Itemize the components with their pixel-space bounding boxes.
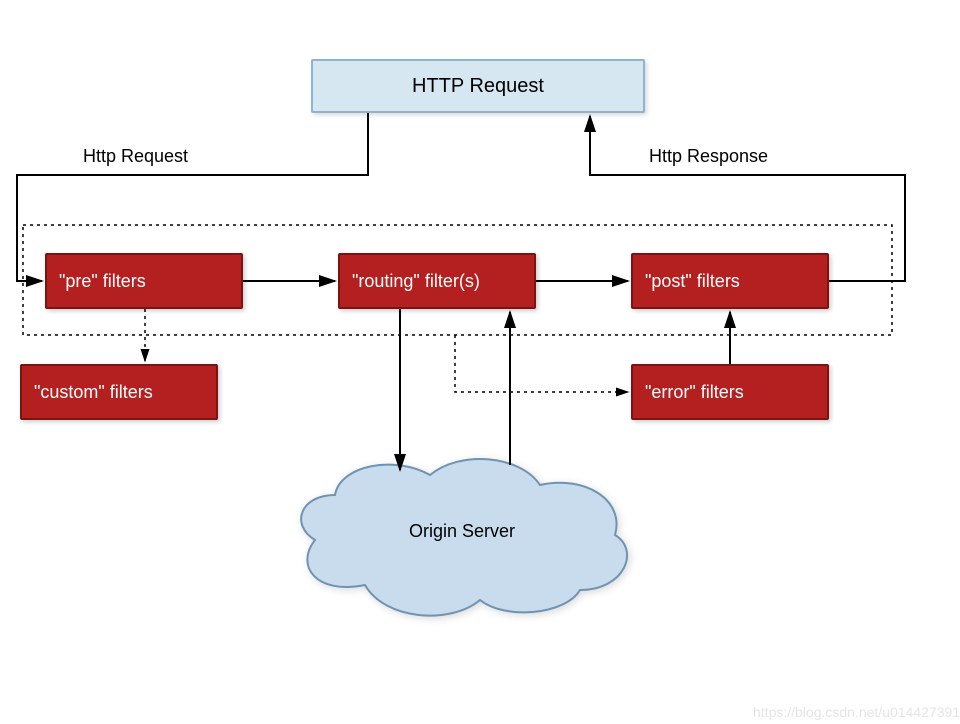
http-request-box: HTTP Request xyxy=(311,59,645,113)
error-filters-box: "error" filters xyxy=(631,364,829,420)
routing-filters-box: "routing" filter(s) xyxy=(338,253,536,309)
watermark-text: https://blog.csdn.net/u014427391 xyxy=(753,704,960,720)
post-filters-label: "post" filters xyxy=(645,271,740,292)
custom-filters-box: "custom" filters xyxy=(20,364,218,420)
error-filters-label: "error" filters xyxy=(645,382,744,403)
origin-server-cloud: Origin Server xyxy=(285,445,640,625)
edge-to-error xyxy=(455,335,628,392)
origin-server-label: Origin Server xyxy=(409,521,515,541)
http-request-label: HTTP Request xyxy=(412,75,544,98)
routing-filters-label: "routing" filter(s) xyxy=(352,271,480,292)
zuul-architecture-diagram: HTTP Request Http Request Http Response … xyxy=(0,0,960,724)
post-filters-box: "post" filters xyxy=(631,253,829,309)
pre-filters-box: "pre" filters xyxy=(45,253,243,309)
custom-filters-label: "custom" filters xyxy=(34,382,153,403)
pre-filters-label: "pre" filters xyxy=(59,271,146,292)
http-request-text: Http Request xyxy=(83,146,188,167)
http-response-text: Http Response xyxy=(649,146,768,167)
